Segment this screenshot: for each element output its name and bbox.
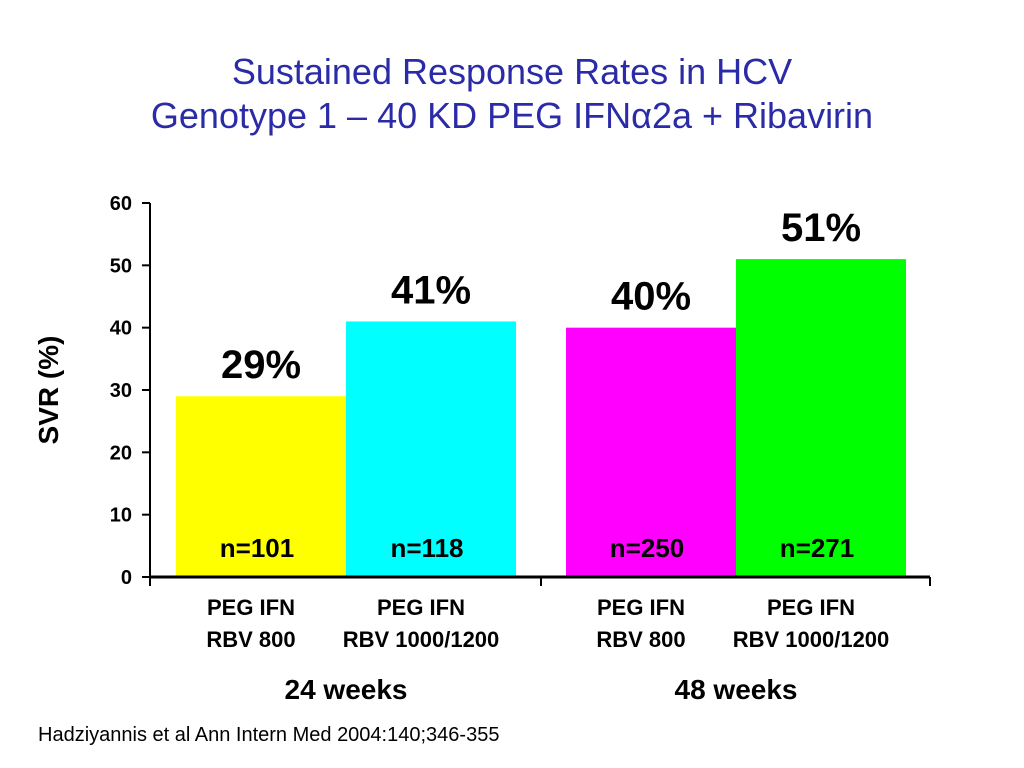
bar-n-label: n=271 (780, 533, 854, 563)
bar-value-label: 51% (781, 206, 861, 250)
category-label-line1: PEG IFN (597, 595, 685, 620)
y-tick-label: 10 (110, 505, 132, 527)
category-label-line2: RBV 800 (596, 627, 685, 652)
y-tick-label: 30 (110, 380, 132, 402)
chart-title: Sustained Response Rates in HCV Genotype… (0, 50, 1024, 138)
y-tick-label: 20 (110, 442, 132, 464)
y-tick-label: 60 (110, 193, 132, 215)
bar (736, 259, 906, 577)
y-tick-label: 40 (110, 318, 132, 340)
category-label-line1: PEG IFN (207, 595, 295, 620)
citation: Hadziyannis et al Ann Intern Med 2004:14… (38, 724, 500, 746)
bar-n-label: n=250 (610, 533, 684, 563)
y-tick-label: 50 (110, 255, 132, 277)
chart-title-line1: Sustained Response Rates in HCV (231, 51, 793, 92)
group-label: 24 weeks (285, 674, 408, 705)
y-tick-label: 0 (121, 567, 132, 589)
chart-title-line2: Genotype 1 – 40 KD PEG IFNα2a + Ribaviri… (150, 95, 874, 136)
category-label-line2: RBV 1000/1200 (343, 627, 500, 652)
bar-value-label: 41% (391, 268, 471, 312)
category-label-line2: RBV 800 (206, 627, 295, 652)
bar-value-label: 40% (611, 275, 691, 319)
bar-n-label: n=101 (220, 533, 294, 563)
group-label: 48 weeks (675, 674, 798, 705)
bar (346, 321, 516, 577)
category-label-line1: PEG IFN (767, 595, 855, 620)
bar-n-label: n=118 (390, 533, 463, 563)
category-label-line2: RBV 1000/1200 (733, 627, 890, 652)
y-axis-title: SVR (%) (33, 336, 64, 445)
bar (176, 396, 346, 577)
bar (566, 327, 736, 577)
bar-value-label: 29% (221, 343, 301, 387)
category-label-line1: PEG IFN (377, 595, 465, 620)
